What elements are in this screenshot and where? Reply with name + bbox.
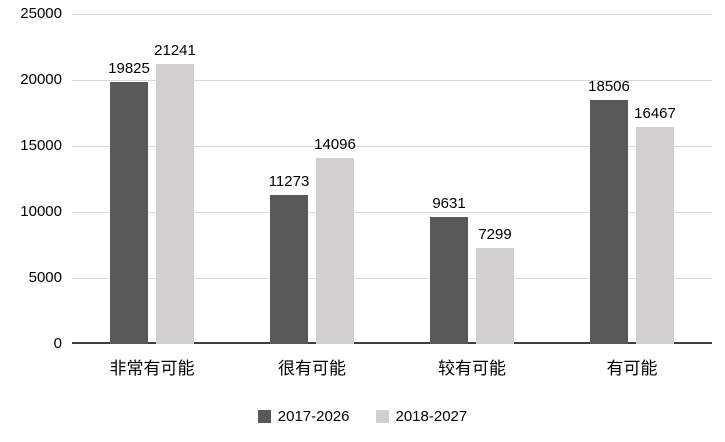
- y-axis-tick-label: 15000: [20, 137, 62, 154]
- bar-value-label: 14096: [314, 135, 356, 153]
- y-axis-tick-label: 0: [53, 335, 62, 352]
- bar-2018-2027-很有可能: [316, 157, 354, 344]
- legend-label: 2017-2026: [277, 408, 350, 425]
- legend: 2017-2026 2018-2027: [0, 408, 725, 425]
- legend-label: 2018-2027: [395, 408, 468, 425]
- y-axis-tick-label: 20000: [20, 71, 62, 88]
- plot-area: 19825 21241 11273 14096 9631 7299 18506 16467: [72, 14, 712, 344]
- x-category-label: 较有可能: [438, 359, 506, 378]
- gridline: [72, 80, 712, 81]
- bar-value-label: 18506: [588, 77, 630, 95]
- bar-value-label: 11273: [268, 173, 310, 191]
- bar-value-label: 19825: [108, 60, 150, 78]
- bar-2017-2026-很有可能: [270, 195, 308, 344]
- legend-swatch: [257, 410, 271, 423]
- bar-2018-2027-较有可能: [476, 247, 514, 344]
- legend-swatch: [375, 410, 389, 423]
- gridline: [72, 278, 712, 279]
- bar-value-label: 7299: [478, 225, 512, 243]
- x-category-label: 非常有可能: [109, 359, 195, 378]
- bar-2017-2026-有可能: [590, 99, 628, 344]
- bar-2017-2026-较有可能: [430, 216, 468, 344]
- y-axis-tick-label: 5000: [28, 269, 62, 286]
- x-category-label: 有可能: [606, 359, 658, 378]
- bar-value-label: 9631: [432, 194, 466, 212]
- bar-2018-2027-有可能: [636, 126, 674, 344]
- bar-value-label: 21241: [154, 41, 196, 59]
- gridline: [72, 212, 712, 213]
- gridline: [72, 14, 712, 15]
- x-category-label: 很有可能: [278, 359, 346, 378]
- bar-2017-2026-非常有可能: [110, 82, 148, 344]
- y-axis-tick-label: 10000: [20, 203, 62, 220]
- bar-value-label: 16467: [634, 104, 676, 122]
- gridline: [72, 146, 712, 147]
- legend-item: 2018-2027: [375, 408, 468, 425]
- y-axis-tick-label: 25000: [20, 5, 62, 22]
- legend-item: 2017-2026: [257, 408, 350, 425]
- x-axis: 非常有可能 很有可能 较有可能 有可能: [72, 354, 712, 378]
- bar-2018-2027-非常有可能: [156, 63, 194, 344]
